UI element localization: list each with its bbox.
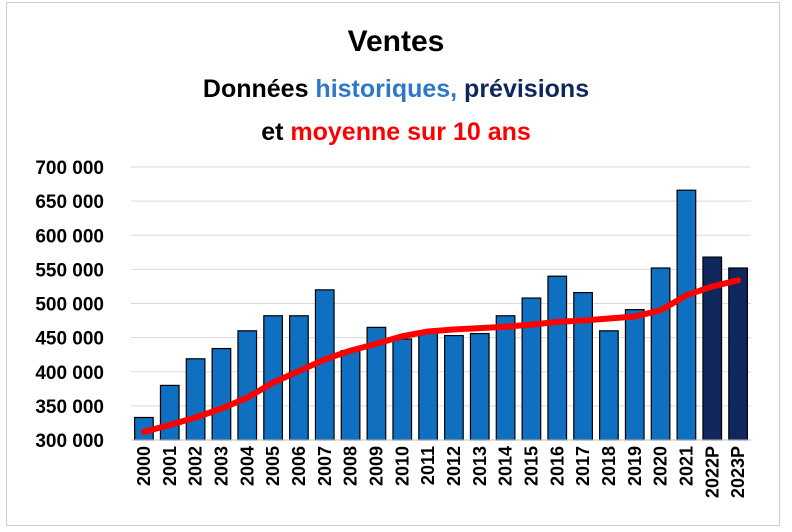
average-point [608, 318, 610, 320]
historical-bar [418, 330, 438, 441]
x-tick-label: 2002 [186, 446, 206, 486]
y-axis: 300 000 350 000 400 000 450 000 500 000 550 0… [35, 158, 104, 452]
x-tick-label: 2013 [470, 446, 490, 486]
average-point [737, 279, 739, 281]
average-point [453, 328, 455, 330]
y-tick-label: 450 000 [35, 329, 104, 350]
x-tick-label: 2008 [341, 446, 361, 486]
x-tick-label: 2021 [676, 446, 696, 486]
x-tick-label: 2019 [625, 446, 645, 486]
historical-bar [599, 330, 619, 441]
historical-bar [159, 384, 180, 441]
historical-bar [521, 297, 542, 441]
average-point [685, 294, 687, 296]
chart-subtitle-line-2: et moyenne sur 10 ans [0, 117, 792, 147]
y-tick-label: 400 000 [35, 363, 104, 384]
average-point [195, 416, 197, 418]
historical-bar [676, 189, 697, 441]
historical-bar [237, 330, 258, 441]
average-point [711, 285, 713, 287]
historical-bar [289, 315, 309, 441]
chart-title-text: Ventes [347, 25, 445, 58]
x-tick-label: 2007 [315, 446, 335, 486]
forecast-bar [728, 267, 748, 441]
historical-bar [495, 315, 516, 441]
average-point [298, 370, 300, 372]
chart-title: Ventes [0, 24, 792, 60]
average-point [143, 431, 145, 433]
x-tick-label: 2016 [547, 446, 567, 486]
y-tick-label: 650 000 [35, 192, 104, 213]
subtitle-historical: historiques, [315, 75, 458, 103]
x-tick-label: 2003 [211, 446, 231, 486]
y-tick-label: 550 000 [35, 260, 104, 281]
subtitle-prefix: Données [202, 75, 316, 103]
x-tick-label: 2022P [702, 446, 722, 498]
average-point [582, 320, 584, 322]
historical-bar [650, 267, 671, 441]
average-line [140, 277, 742, 435]
average-series-line [140, 277, 742, 435]
subtitle-average: moyenne sur 10 ans [290, 118, 531, 146]
chart-subtitle-line-1: Données historiques, prévisions [0, 74, 792, 104]
x-tick-label: 2000 [134, 446, 154, 486]
x-tick-label: 2010 [392, 446, 412, 486]
historical-bar [444, 334, 464, 441]
historical-bar [340, 349, 361, 441]
y-tick-label: 300 000 [35, 431, 104, 452]
average-point [324, 358, 326, 360]
average-point [272, 382, 274, 384]
average-point [634, 315, 636, 317]
x-tick-label: 2004 [237, 446, 257, 486]
average-point [505, 326, 507, 328]
average-point [350, 350, 352, 352]
average-point [479, 327, 481, 329]
y-tick-label: 700 000 [35, 158, 104, 179]
x-tick-label: 2006 [289, 446, 309, 486]
average-point [556, 321, 558, 323]
x-tick-label: 2009 [366, 446, 386, 486]
y-tick-label: 350 000 [35, 397, 104, 418]
average-point [220, 408, 222, 410]
historical-bar [573, 291, 593, 441]
historical-bar [624, 309, 645, 441]
y-tick-label: 600 000 [35, 226, 104, 247]
average-point [401, 335, 403, 337]
historical-bar [469, 332, 490, 441]
x-tick-label: 2017 [573, 446, 593, 486]
subtitle-forecast: prévisions [457, 75, 590, 103]
historical-bar [185, 358, 206, 441]
x-tick-label: 2018 [599, 446, 619, 486]
average-point [660, 309, 662, 311]
bars [134, 189, 748, 441]
x-axis: 2000 2001 2002 2003 2004 2005 2006 2007 2008 2009… [131, 439, 751, 498]
x-tick-label: 2015 [521, 446, 541, 486]
x-tick-label: 2014 [496, 446, 516, 486]
x-tick-label: 2020 [651, 446, 671, 486]
average-point [375, 343, 377, 345]
subtitle-prefix-2: et [261, 118, 291, 146]
x-tick-label: 2001 [160, 446, 180, 486]
average-point [246, 397, 248, 399]
x-tick-label: 2005 [263, 446, 283, 486]
average-point [427, 330, 429, 332]
historical-bar [211, 347, 232, 441]
average-point [169, 424, 171, 426]
historical-bar [547, 275, 568, 441]
historical-bar [392, 338, 413, 441]
average-point [530, 324, 532, 326]
x-tick-label: 2012 [444, 446, 464, 486]
y-tick-label: 500 000 [35, 295, 104, 316]
x-tick-label: 2023P [728, 446, 748, 498]
x-tick-label: 2011 [418, 446, 438, 485]
